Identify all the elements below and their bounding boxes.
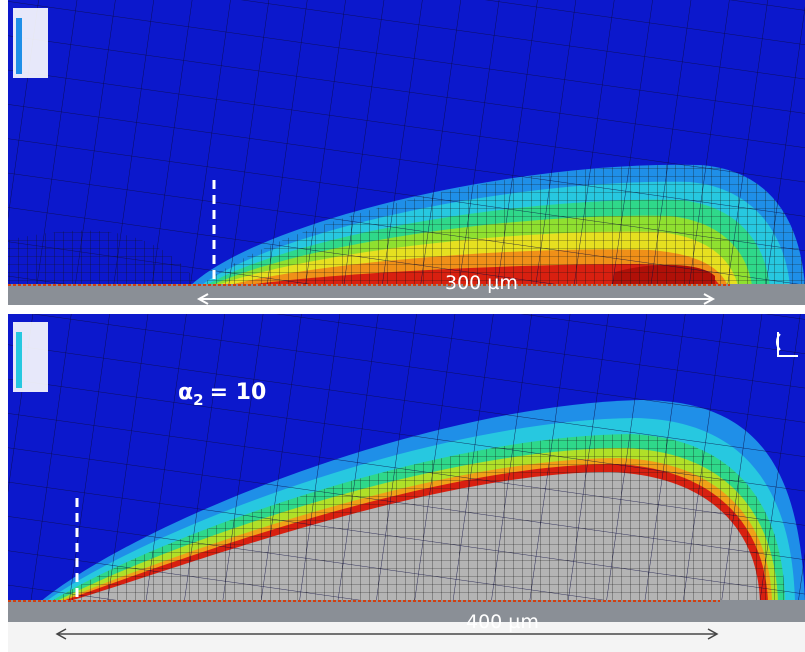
- base: [8, 284, 805, 305]
- contour: [8, 0, 805, 286]
- bottom-panel: α2 = 10 400 µm: [8, 314, 805, 652]
- parameter-label: α2 = 10: [178, 380, 266, 409]
- base: [8, 600, 805, 622]
- dimension-label: 400 µm: [466, 611, 539, 633]
- subscript: 2: [193, 391, 203, 409]
- symbol: α: [178, 380, 193, 405]
- dimension-label: 300 µm: [445, 272, 518, 294]
- value: = 10: [210, 380, 267, 405]
- top-panel: 300 µm: [8, 0, 805, 305]
- contour: [8, 314, 805, 602]
